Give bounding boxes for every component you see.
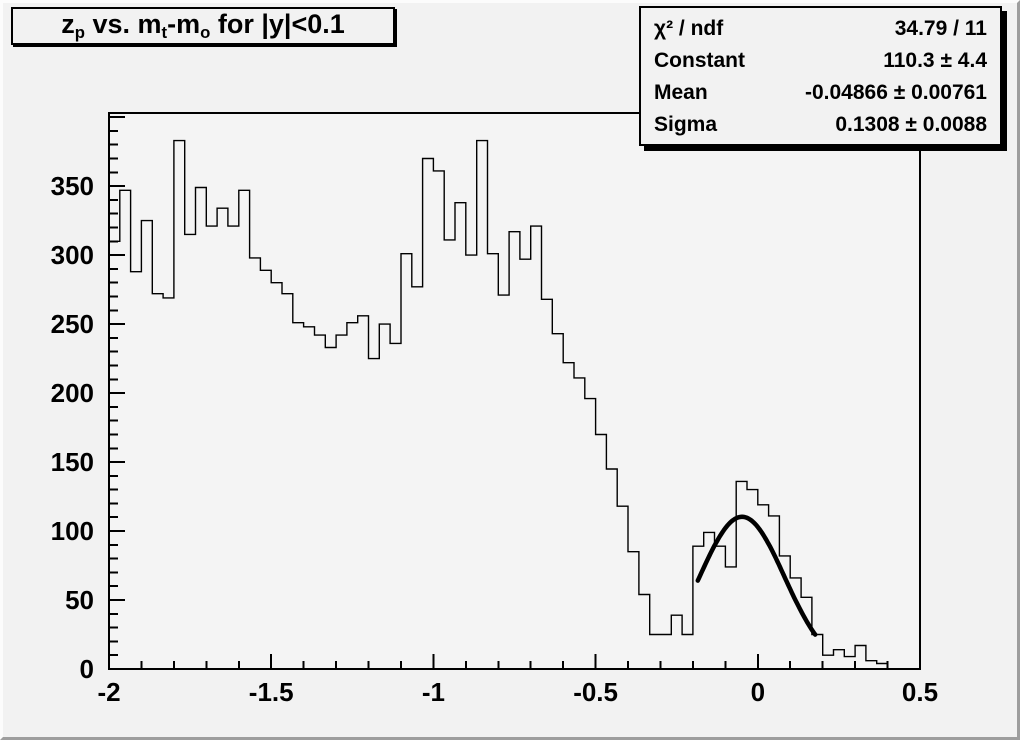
x-tick-label: 0 [751,677,765,707]
stat-value: 34.79 / 11 [894,16,987,40]
stat-row-chi2: χ² / ndf 34.79 / 11 [641,18,1000,39]
y-tick-label: 50 [65,585,94,615]
histogram-plot: -2 -1.5 -1 -0.5 0 0.5 0 50 100 150 200 250 300 350 [51,112,938,707]
y-tick-label: 350 [51,171,94,201]
x-tick-label: -1 [422,677,445,707]
stat-value: 0.1308 ± 0.0088 [835,112,987,136]
plot-frame [108,112,921,670]
stat-value: 110.3 ± 4.4 [883,48,987,72]
x-tick-label: -2 [97,677,120,707]
y-tick-label: 250 [51,309,94,339]
fit-stats-box: χ² / ndf 34.79 / 11 Constant 110.3 ± 4.4… [639,6,1002,146]
x-tick-label: 0.5 [902,677,938,707]
histogram-path [108,139,920,670]
stat-label: Mean [654,80,708,104]
fit-curve [695,514,818,637]
y-tick-label: 200 [51,378,94,408]
y-tick-label: 0 [80,654,94,684]
x-tick-label: -0.5 [573,677,618,707]
stat-row-constant: Constant 110.3 ± 4.4 [641,50,1000,71]
title-box: zp vs. mt-mo for |y|<0.1 [11,7,395,45]
y-tick-label: 300 [51,240,94,270]
stat-label: Constant [654,48,745,72]
stat-label: Sigma [654,112,718,136]
x-tick-label: -1.5 [249,677,294,707]
stat-value: -0.04866 ± 0.00761 [804,80,987,104]
y-tick-label: 100 [51,516,94,546]
plot-title: zp vs. mt-mo for |y|<0.1 [61,9,345,43]
stat-row-sigma: Sigma 0.1308 ± 0.0088 [641,114,1000,135]
stat-row-mean: Mean -0.04866 ± 0.00761 [641,82,1000,103]
stat-label: χ² / ndf [654,16,724,40]
y-tick-label: 150 [51,447,94,477]
